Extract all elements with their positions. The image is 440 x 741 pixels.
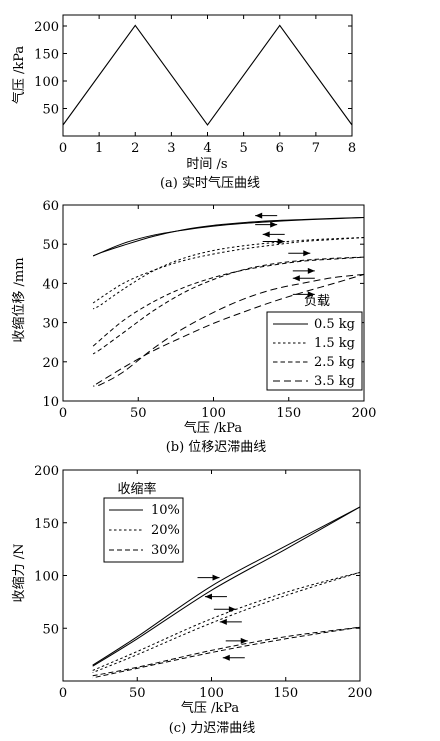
series-line-3.5kg-loading xyxy=(95,273,365,385)
arrow-head xyxy=(219,618,227,625)
series-line-10pct-loading xyxy=(92,506,361,666)
x-tick-label: 5 xyxy=(239,141,247,156)
x-tick-label: 100 xyxy=(199,686,224,701)
x-tick-label: 1 xyxy=(95,141,103,156)
legend-title-b: 负载 xyxy=(304,294,330,309)
legend-label: 0.5 kg xyxy=(314,317,355,332)
axis-ticks-c xyxy=(62,469,361,681)
arrow-head xyxy=(212,574,220,581)
y-tick-label: 50 xyxy=(42,103,59,118)
series-line-20pct-unloading xyxy=(92,571,361,674)
arrow-head xyxy=(307,267,315,274)
x-axis-label-c: 气压 /kPa xyxy=(181,700,240,716)
series-group-c xyxy=(92,506,361,679)
y-tick-label: 100 xyxy=(34,570,59,585)
y-tick-label: 100 xyxy=(34,75,59,90)
x-tick-label: 200 xyxy=(352,406,377,421)
axis-ticks-a xyxy=(62,15,353,136)
y-tick-label: 50 xyxy=(42,238,59,253)
pressure-series-line xyxy=(62,24,353,126)
series-group-a xyxy=(62,24,353,126)
x-axis-label-b: 气压 /kPa xyxy=(184,420,243,436)
legend-box-c xyxy=(103,497,184,563)
y-tick-label: 200 xyxy=(34,20,59,35)
x-tick-label: 0 xyxy=(59,406,67,421)
x-tick-label: 3 xyxy=(167,141,175,156)
y-tick-label: 20 xyxy=(42,356,59,371)
arrow-head xyxy=(228,606,236,613)
arrow-head xyxy=(292,275,300,282)
arrow-head xyxy=(262,231,270,238)
series-line-0.5kg-loading xyxy=(92,217,365,257)
x-tick-label: 150 xyxy=(276,406,301,421)
arrow-head xyxy=(307,291,315,298)
arrow-head xyxy=(222,654,230,661)
y-tick-label: 30 xyxy=(42,317,59,332)
caption-c: (c) 力迟滞曲线 xyxy=(169,721,256,736)
x-tick-label: 2 xyxy=(131,141,139,156)
y-tick-label: 50 xyxy=(42,622,59,637)
series-line-0.5kg-unloading xyxy=(92,217,365,257)
arrow-head xyxy=(277,238,285,245)
y-tick-label: 60 xyxy=(42,199,59,214)
legend-label: 10% xyxy=(151,503,180,518)
legend-label: 20% xyxy=(151,523,180,538)
legend-label: 2.5 kg xyxy=(314,355,355,370)
arrow-head xyxy=(303,250,311,257)
y-axis-label-a: 气压 /kPa xyxy=(11,46,27,105)
panel-c: 0 50 100 150 200 50 100 150 200 收缩率 10% … xyxy=(11,464,372,736)
x-tick-label: 50 xyxy=(129,686,146,701)
x-tick-label: 50 xyxy=(130,406,147,421)
caption-a: (a) 实时气压曲线 xyxy=(160,175,260,191)
series-line-10pct-unloading xyxy=(92,506,361,667)
series-group-b xyxy=(92,217,365,387)
y-tick-label: 200 xyxy=(34,464,59,479)
y-axis-label-c: 收缩力 /N xyxy=(11,544,27,603)
caption-b: (b) 位移迟滞曲线 xyxy=(166,440,267,455)
x-tick-label: 4 xyxy=(203,141,211,156)
x-tick-label: 100 xyxy=(201,406,226,421)
plot-frame-a xyxy=(62,14,353,137)
x-axis-label-a: 时间 /s xyxy=(186,157,227,172)
legend-title-c: 收缩率 xyxy=(117,481,156,497)
y-axis-label-b: 收缩位移 /mm xyxy=(11,257,27,342)
arrow-head xyxy=(204,593,212,600)
x-tick-label: 7 xyxy=(312,141,320,156)
legend-label: 3.5 kg xyxy=(314,374,355,389)
direction-arrows-c xyxy=(197,574,248,661)
series-line-1.5kg-loading xyxy=(92,237,365,304)
series-line-2.5kg-unloading xyxy=(92,256,365,355)
series-line-20pct-loading xyxy=(92,571,361,671)
x-tick-label: 8 xyxy=(348,141,356,156)
series-line-1.5kg-unloading xyxy=(92,237,365,310)
x-tick-label: 6 xyxy=(276,141,284,156)
x-tick-label: 200 xyxy=(348,686,373,701)
legend-box-b xyxy=(266,311,363,391)
series-line-30pct-loading xyxy=(92,626,361,677)
arrow-head xyxy=(270,221,278,228)
y-tick-label: 10 xyxy=(42,395,59,410)
panel-b: 0 50 100 150 200 10 20 30 40 50 60 负载 0.… xyxy=(11,199,376,455)
y-tick-label: 150 xyxy=(34,517,59,532)
series-line-3.5kg-unloading xyxy=(92,273,365,387)
arrow-head xyxy=(255,212,263,219)
x-tick-label: 0 xyxy=(59,686,67,701)
x-tick-label: 150 xyxy=(273,686,298,701)
y-tick-label: 40 xyxy=(42,277,59,292)
panel-a: 0 1 2 3 4 5 6 7 8 50 100 150 200 时间 /s 气… xyxy=(11,14,356,191)
legend-label: 30% xyxy=(151,543,180,558)
x-tick-label: 0 xyxy=(59,141,67,156)
arrow-head xyxy=(240,637,248,644)
y-tick-label: 150 xyxy=(34,48,59,63)
legend-label: 1.5 kg xyxy=(314,336,355,351)
direction-arrows-b xyxy=(255,212,315,298)
series-line-30pct-unloading xyxy=(92,626,361,679)
